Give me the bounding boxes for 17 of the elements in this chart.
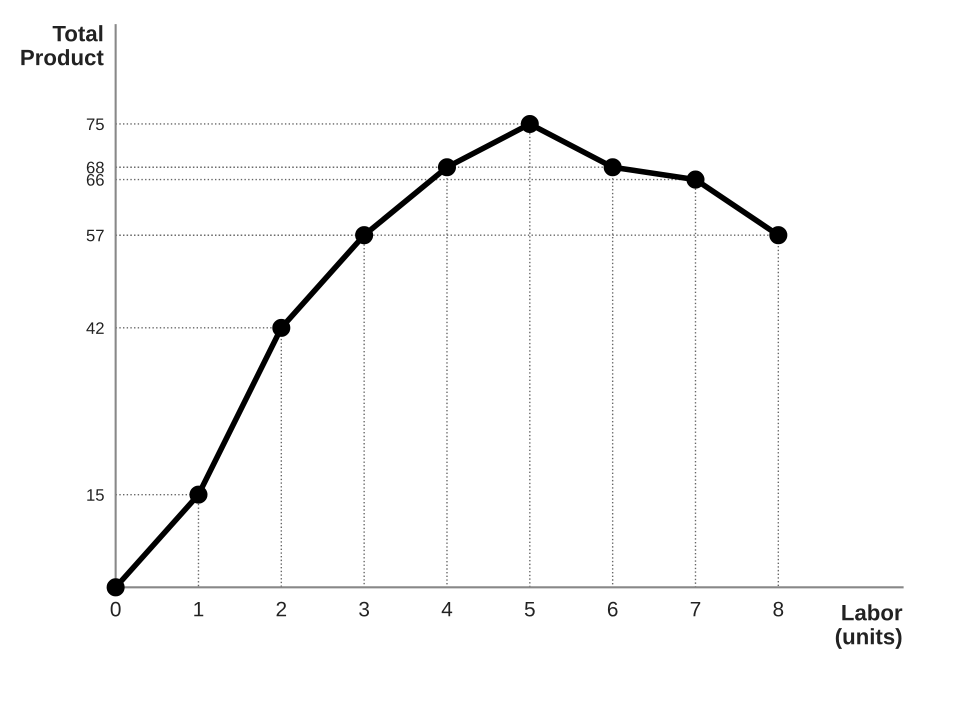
y-tick-label: 57 <box>86 230 104 242</box>
x-tick-label: 5 <box>524 602 535 617</box>
x-tick-label: 0 <box>110 602 121 617</box>
y-tick-label: 75 <box>86 118 104 130</box>
y-tick-label: 42 <box>86 322 104 334</box>
x-axis-title: Labor (units) <box>836 604 902 649</box>
x-tick-label: 3 <box>359 602 370 617</box>
x-tick-label: 6 <box>608 602 618 617</box>
y-tick-label: 66 <box>86 174 104 186</box>
y-tick-label: 68 <box>86 162 104 174</box>
x-tick-label: 2 <box>276 602 286 616</box>
y-tick-label: 15 <box>87 489 104 501</box>
x-tick-label: 4 <box>442 602 452 616</box>
x-tick-label: 8 <box>773 602 784 617</box>
y-axis-title: Total Product <box>21 25 104 66</box>
x-tick-label: 1 <box>194 602 204 616</box>
x-tick-label: 7 <box>690 602 700 616</box>
